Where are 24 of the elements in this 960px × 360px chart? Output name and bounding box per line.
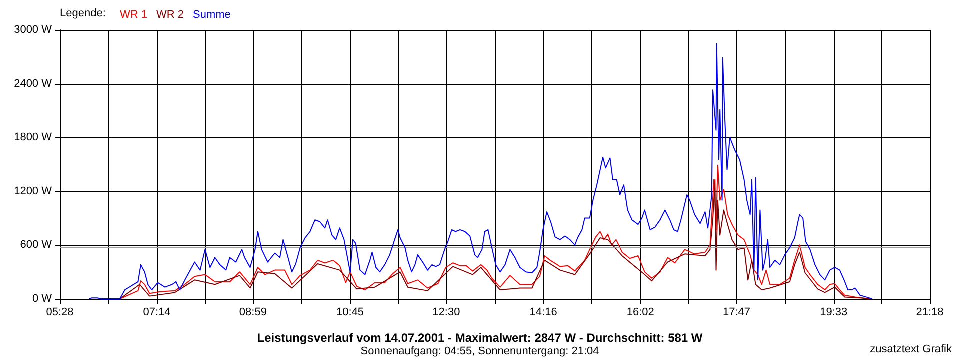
x-tick-label: 14:16 bbox=[530, 306, 558, 318]
x-tick-label: 12:30 bbox=[432, 306, 460, 318]
text: Summe bbox=[193, 9, 231, 21]
x-tick-label: 07:14 bbox=[143, 306, 171, 318]
y-tick-label: 2400 W bbox=[14, 78, 53, 90]
y-tick-label: 1800 W bbox=[14, 132, 53, 144]
text: Sonnenaufgang: 04:55, Sonnenuntergang: 21:04 bbox=[360, 346, 600, 358]
text: Leistungsverlauf vom 14.07.2001 - Maximalwert: 2847 W - Durchschnitt: 581 W bbox=[257, 331, 704, 345]
x-tick-label: 21:18 bbox=[916, 306, 944, 318]
y-tick-label: 0 W bbox=[32, 293, 53, 305]
y-tick-label: 600 W bbox=[20, 239, 53, 252]
x-tick-label: 05:28 bbox=[46, 306, 74, 318]
x-tick-label: 16:02 bbox=[626, 306, 654, 318]
line-series bbox=[88, 43, 873, 300]
x-tick-label: 17:47 bbox=[722, 306, 751, 318]
x-tick-label: 19:33 bbox=[820, 306, 848, 318]
text: WR 1 bbox=[120, 9, 148, 21]
y-tick-label: 1200 W bbox=[14, 185, 53, 198]
x-tick-label: 10:45 bbox=[336, 306, 364, 318]
legend-title: Legende: bbox=[60, 8, 106, 20]
x-tick-label: 08:59 bbox=[239, 306, 267, 318]
text: WR 2 bbox=[156, 9, 184, 21]
y-tick-label: 3000 W bbox=[14, 24, 53, 36]
text: zusatztext Grafik bbox=[870, 344, 952, 356]
